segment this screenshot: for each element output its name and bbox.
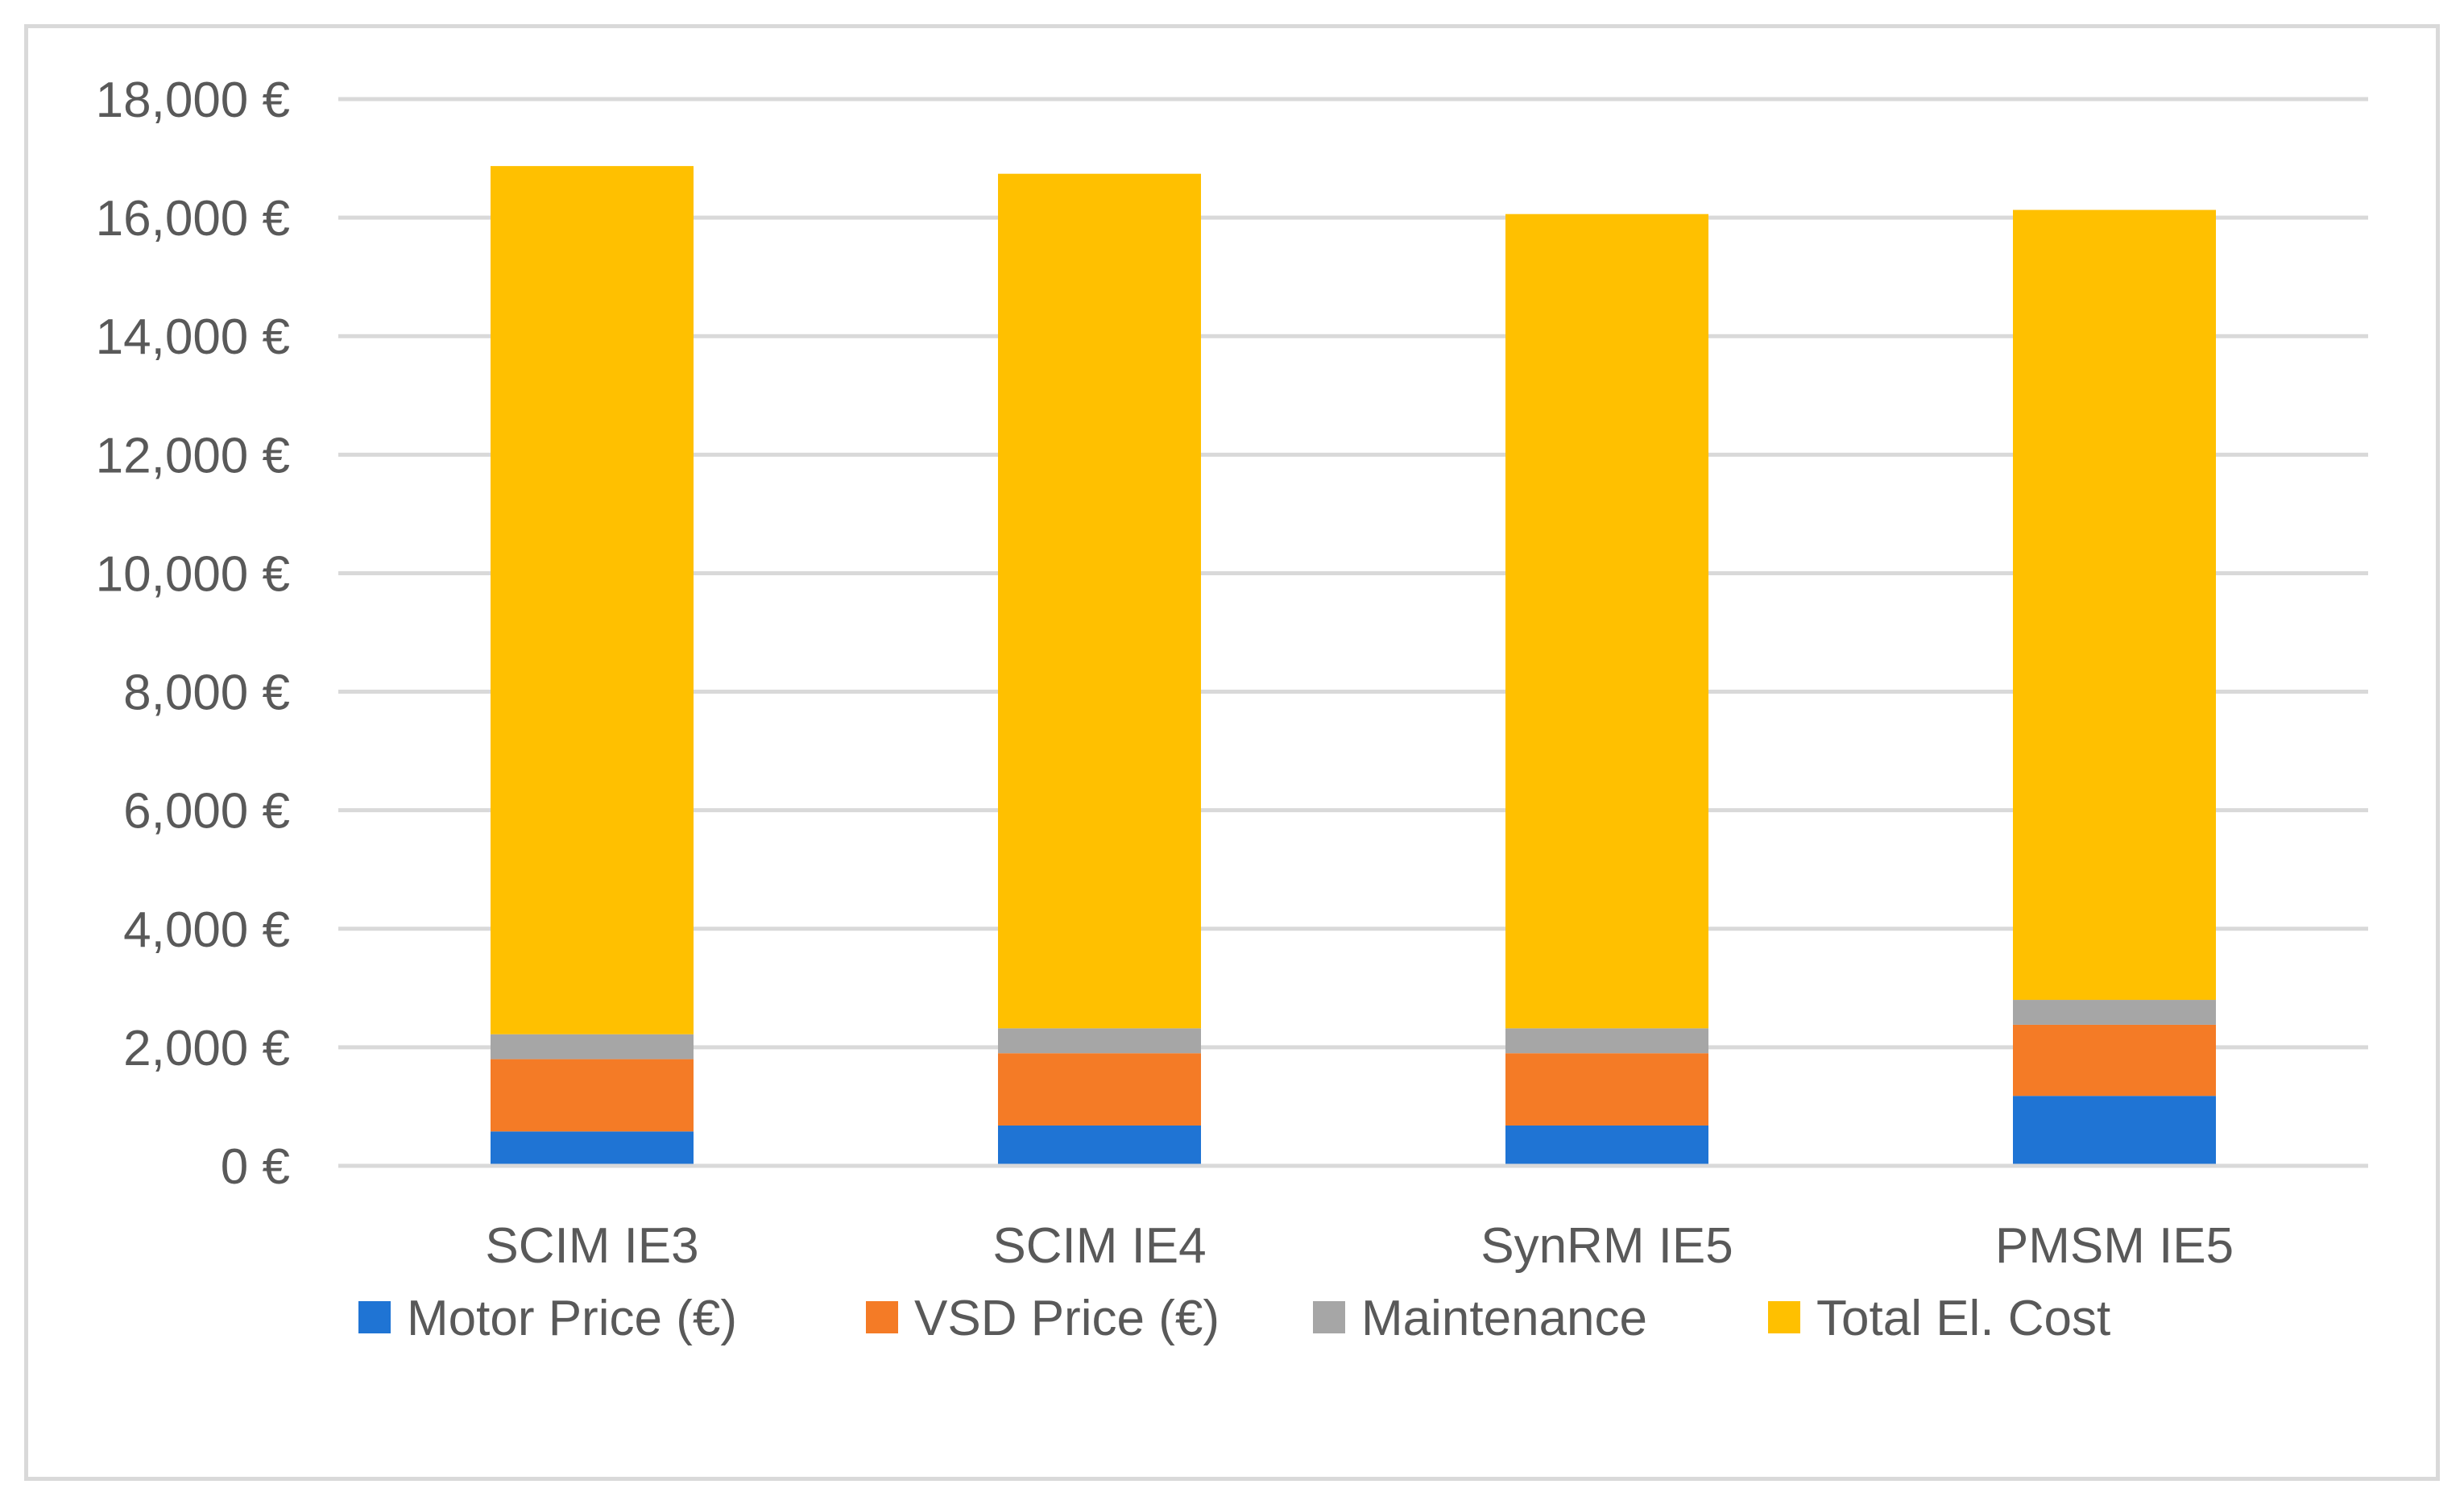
bar-segment-maintenance <box>491 1034 694 1059</box>
y-tick-label: 16,000 € <box>96 191 290 247</box>
bar-segment-maintenance <box>2013 1000 2216 1025</box>
y-tick-label: 10,000 € <box>96 546 290 602</box>
legend-swatch <box>1768 1301 1800 1333</box>
bar-segment-total-el-cost <box>491 166 694 1034</box>
y-axis-tick-labels: 0 € 2,000 € 4,000 € 6,000 € 8,000 € 10,000 € 1… <box>96 73 290 1195</box>
bar-segment-motor-price <box>998 1125 1201 1166</box>
bars <box>491 166 2216 1166</box>
legend-label: Total El. Cost <box>1816 1291 2110 1346</box>
y-tick-label: 14,000 € <box>96 309 290 365</box>
bar-segment-vsd-price <box>998 1053 1201 1126</box>
bar-segment-maintenance <box>1505 1028 1708 1054</box>
legend: Motor Price (€) VSD Price (€) Maintenance T… <box>358 1291 2110 1346</box>
chart-frame: 0 € 2,000 € 4,000 € 6,000 € 8,000 € 10,000 € 1… <box>24 24 2440 1481</box>
y-tick-label: 2,000 € <box>123 1021 290 1076</box>
legend-label: Maintenance <box>1361 1291 1647 1346</box>
bar-segment-total-el-cost <box>1505 214 1708 1029</box>
y-tick-label: 4,000 € <box>123 902 290 958</box>
y-tick-label: 12,000 € <box>96 428 290 483</box>
legend-swatch <box>1313 1301 1345 1333</box>
x-category-label: PMSM IE5 <box>1995 1218 2234 1274</box>
stacked-bar-chart: 0 € 2,000 € 4,000 € 6,000 € 8,000 € 10,000 € 1… <box>96 73 2368 1346</box>
y-tick-label: 0 € <box>221 1139 290 1195</box>
x-axis-category-labels: SCIM IE3 SCIM IE4 SynRM IE5 PMSM IE5 <box>485 1218 2234 1274</box>
legend-label: Motor Price (€) <box>407 1291 737 1346</box>
bar-segment-maintenance <box>998 1028 1201 1054</box>
legend-swatch <box>358 1301 391 1333</box>
legend-swatch <box>866 1301 898 1333</box>
bar-segment-vsd-price <box>1505 1053 1708 1126</box>
bar-segment-vsd-price <box>491 1059 694 1132</box>
x-category-label: SynRM IE5 <box>1480 1218 1733 1274</box>
bar-segment-total-el-cost <box>2013 209 2216 1001</box>
x-category-label: SCIM IE3 <box>485 1218 698 1274</box>
bar-segment-motor-price <box>2013 1096 2216 1166</box>
legend-label: VSD Price (€) <box>914 1291 1220 1346</box>
x-category-label: SCIM IE4 <box>992 1218 1206 1274</box>
bar-segment-motor-price <box>1505 1125 1708 1166</box>
y-tick-label: 8,000 € <box>123 665 290 721</box>
y-tick-label: 18,000 € <box>96 73 290 128</box>
bar-segment-motor-price <box>491 1131 694 1166</box>
bar-segment-total-el-cost <box>998 173 1201 1029</box>
bar-segment-vsd-price <box>2013 1024 2216 1097</box>
y-tick-label: 6,000 € <box>123 784 290 840</box>
